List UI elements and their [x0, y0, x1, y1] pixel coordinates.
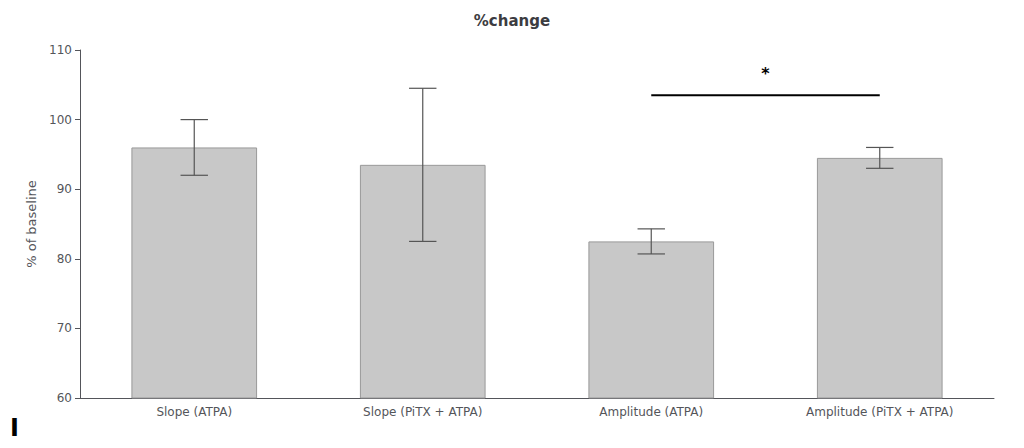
svg-text:90: 90 [57, 182, 72, 196]
svg-text:I: I [10, 414, 19, 442]
svg-text:60: 60 [57, 391, 72, 405]
svg-text:100: 100 [49, 113, 72, 127]
svg-text:Slope (PiTX + ATPA): Slope (PiTX + ATPA) [363, 405, 482, 419]
svg-text:%change: %change [474, 12, 550, 30]
svg-text:*: * [761, 64, 770, 83]
svg-text:80: 80 [57, 252, 72, 266]
svg-text:110: 110 [49, 43, 72, 57]
svg-text:% of baseline: % of baseline [24, 180, 39, 268]
svg-text:70: 70 [57, 321, 72, 335]
svg-text:Slope (ATPA): Slope (ATPA) [156, 405, 232, 419]
svg-text:Amplitude (ATPA): Amplitude (ATPA) [599, 405, 703, 419]
svg-text:Amplitude (PiTX + ATPA): Amplitude (PiTX + ATPA) [806, 405, 954, 419]
